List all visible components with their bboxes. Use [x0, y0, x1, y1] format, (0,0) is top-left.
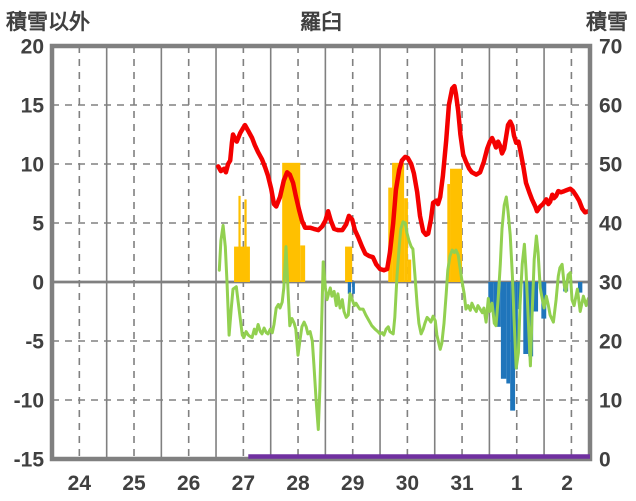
y-axis-tick-left: -5 [25, 331, 44, 354]
blue-bar [493, 282, 498, 318]
y-axis-tick-right: 20 [599, 331, 622, 354]
orange-bar [244, 199, 247, 282]
orange-bar [238, 195, 241, 282]
x-axis-tick: 31 [450, 472, 474, 495]
blue-bar [488, 282, 494, 306]
x-axis-tick: 29 [341, 472, 364, 495]
orange-bar [345, 246, 353, 282]
y-axis-tick-left: 10 [21, 154, 44, 177]
green-line-series [217, 195, 590, 431]
blue-bar [347, 282, 352, 294]
x-axis-tick: 30 [396, 472, 419, 495]
blue-bar [533, 282, 539, 312]
y-axis-tick-left: 20 [21, 36, 44, 59]
orange-bar [407, 259, 412, 282]
red-line-series [215, 83, 591, 273]
y-axis-tick-right: 0 [599, 449, 611, 472]
chart-title: 羅臼 [300, 11, 342, 34]
y-axis-tick-left: 15 [21, 95, 45, 118]
y-axis-tick-right: 50 [599, 154, 622, 177]
orange-bar [300, 245, 306, 282]
blue-bar [510, 282, 516, 411]
blue-bar [352, 282, 355, 294]
left-axis-title: 積雪以外 [6, 11, 90, 34]
blue-bar [515, 282, 518, 370]
x-axis-tick: 27 [232, 472, 255, 495]
x-axis-tick: 2 [561, 472, 573, 495]
y-axis-tick-right: 40 [599, 213, 622, 236]
orange-bar [404, 198, 408, 282]
plot-border [49, 43, 593, 462]
x-axis-tick: 1 [511, 472, 523, 495]
x-axis-tick: 26 [177, 472, 200, 495]
y-axis-tick-right: 10 [599, 390, 622, 413]
x-axis-tick: 25 [122, 472, 146, 495]
x-axis-tick: 28 [286, 472, 310, 495]
y-axis-tick-right: 70 [599, 36, 622, 59]
y-axis-tick-left: -15 [14, 449, 45, 472]
blue-bar [577, 282, 583, 293]
y-axis-tick-left: 5 [32, 213, 44, 236]
x-axis-tick: 24 [68, 472, 92, 495]
blue-bar [500, 282, 507, 379]
y-axis-tick-right: 60 [599, 95, 622, 118]
orange-bar [234, 246, 250, 282]
blue-bar [523, 282, 529, 354]
y-axis-tick-left: -10 [14, 390, 44, 413]
y-axis-tick-left: 0 [32, 272, 44, 295]
orange-bar [447, 184, 451, 282]
blue-bar [506, 282, 511, 384]
y-axis-tick-right: 30 [599, 272, 622, 295]
right-axis-title: 積雪 [586, 11, 628, 34]
